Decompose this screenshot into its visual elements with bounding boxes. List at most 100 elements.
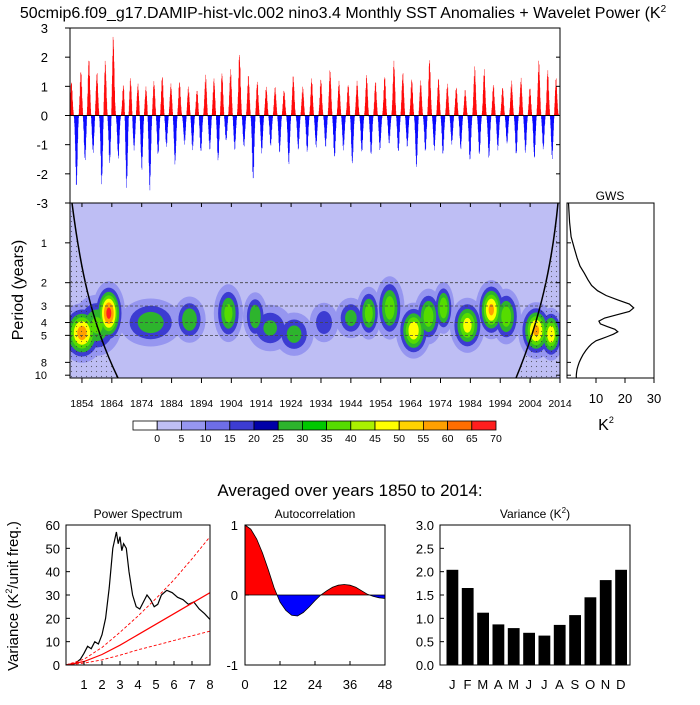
variance-month-label: J (449, 677, 456, 692)
variance-month-label: N (601, 677, 610, 692)
averaged-title: Averaged over years 1850 to 2014: (217, 481, 482, 500)
wavelet-contour (424, 306, 434, 327)
wavelet-contour (250, 305, 261, 329)
ac-x-tick-label: 12 (273, 677, 287, 692)
colorbar-label: 25 (272, 433, 284, 445)
variance-title: Variance (K2) (500, 506, 570, 521)
colorbar-swatch (375, 421, 399, 430)
colorbar-label: 65 (466, 433, 478, 445)
gws-x-tick-label: 10 (589, 391, 603, 406)
variance-month-label: D (616, 677, 625, 692)
wavelet-contour (440, 297, 448, 318)
colorbar-label: 35 (321, 433, 333, 445)
gws-frame (567, 203, 654, 378)
variance-bar (615, 570, 627, 665)
ps-y-tick-label: 50 (46, 541, 60, 556)
colorbar-swatch (472, 421, 496, 430)
wavelet-x-tick-label: 1874 (130, 398, 154, 410)
variance-month-label: A (555, 677, 564, 692)
ac-x-tick-label: 36 (343, 677, 357, 692)
wavelet-x-tick-label: 1914 (250, 398, 274, 410)
variance-month-label: M (508, 677, 519, 692)
variance-y-tick-label: 0.5 (416, 635, 434, 650)
variance-bar (600, 580, 612, 665)
wavelet-x-tick-label: 1964 (399, 398, 423, 410)
variance-y-tick-label: 0.0 (416, 658, 434, 673)
variance-bar (539, 636, 551, 665)
autocorrelation-negative-area (277, 595, 321, 616)
ps-y-tick-label: 60 (46, 518, 60, 533)
variance-month-label: A (494, 677, 503, 692)
wavelet-y-tick-label: 5 (41, 330, 47, 342)
anomaly-y-tick-label: 2 (41, 50, 48, 65)
ps-x-tick-label: 2 (98, 677, 105, 692)
ac-x-tick-label: 24 (308, 677, 322, 692)
wavelet-x-tick-label: 1974 (429, 398, 453, 410)
gws-x-tick-label: 30 (647, 391, 661, 406)
colorbar-swatch (206, 421, 230, 430)
variance-month-label: M (477, 677, 488, 692)
wavelet-contour (365, 304, 373, 322)
wavelet-x-tick-label: 1864 (100, 398, 124, 410)
power-spectrum-ylabel: Variance (K2/unit freq.) (4, 521, 22, 671)
anomaly-y-tick-label: 1 (41, 79, 48, 94)
wavelet-y-tick-label: 8 (41, 357, 47, 369)
variance-bar (554, 625, 566, 665)
wavelet-contour (287, 326, 302, 343)
ps-x-tick-label: 6 (170, 677, 177, 692)
variance-bar (493, 624, 505, 665)
ps-y-tick-label: 40 (46, 565, 60, 580)
wavelet-x-tick-label: 2004 (518, 398, 542, 410)
ps-x-tick-label: 3 (116, 677, 123, 692)
variance-bars (447, 570, 628, 665)
variance-bar (569, 615, 581, 665)
colorbar-label: 20 (248, 433, 260, 445)
ps-y-tick-label: 30 (46, 588, 60, 603)
anomaly-y-tick-label: -3 (36, 196, 48, 211)
autocorrelation-area (245, 525, 385, 616)
colorbar-swatch (278, 421, 302, 430)
anomaly-y-tick-label: 3 (41, 21, 48, 36)
variance-bar (523, 633, 535, 665)
figure-title: 50cmip6.f09_g17.DAMIP-hist-vlc.002 nino3… (20, 4, 667, 22)
colorbar-swatch (181, 421, 205, 430)
wavelet-contour (463, 318, 471, 333)
colorbar-swatch (133, 421, 157, 430)
ps-x-tick-label: 7 (188, 677, 195, 692)
power-spectrum-title: Power Spectrum (94, 507, 183, 521)
wavelet-x-tick-label: 1924 (279, 398, 303, 410)
colorbar-swatch (254, 421, 278, 430)
colorbar-label: 60 (442, 433, 454, 445)
colorbar-label: 5 (178, 433, 184, 445)
wavelet-contour (385, 296, 395, 320)
anomaly-bars (70, 37, 559, 190)
ps-y-tick-label: 20 (46, 611, 60, 626)
variance-bar (508, 628, 520, 665)
wavelet-ylabel: Period (years) (10, 240, 27, 340)
power-spectrum-frame (66, 525, 210, 665)
wavelet-contour (182, 308, 197, 330)
wavelet-x-tick-label: 1894 (190, 398, 214, 410)
colorbar-label: 15 (224, 433, 236, 445)
autocorrelation-positive-area (245, 525, 277, 595)
colorbar-swatch (351, 421, 375, 430)
ps-y-tick-label: 0 (53, 658, 60, 673)
colorbar-swatch (399, 421, 423, 430)
colorbar-label: 40 (345, 433, 357, 445)
variance-y-tick-label: 2.5 (416, 541, 434, 556)
wavelet-contour (345, 310, 357, 326)
wavelet-x-tick-label: 1934 (309, 398, 333, 410)
variance-month-label: O (585, 677, 595, 692)
anomaly-y-tick-label: -1 (36, 138, 48, 153)
colorbar-swatch (302, 421, 326, 430)
colorbar-swatch (448, 421, 472, 430)
wavelet-x-tick-label: 1904 (220, 398, 244, 410)
colorbar-swatch (327, 421, 351, 430)
